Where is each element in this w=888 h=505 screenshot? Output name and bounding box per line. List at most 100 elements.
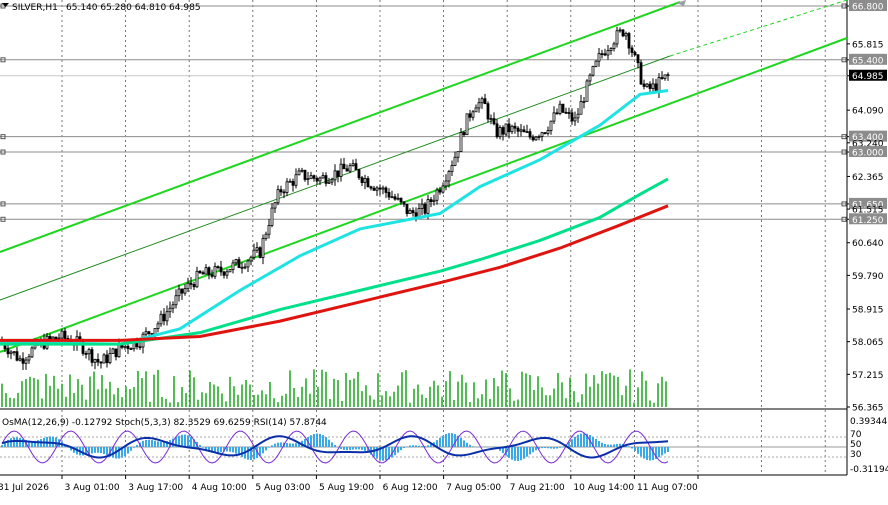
price-axis: 66.800 65.815 65.400 64.985 64.090 63.40063.2… [847, 0, 887, 414]
candle-body [528, 131, 532, 138]
candle-body [483, 98, 487, 105]
price-tick-label: 59.790 [852, 272, 884, 282]
level-handle[interactable] [0, 149, 6, 155]
candle-body [165, 311, 169, 322]
candle-body [603, 53, 607, 56]
level-handle[interactable] [841, 57, 847, 63]
candle-body [312, 175, 316, 179]
channel-upper[interactable] [0, 1, 681, 253]
candle-body [363, 178, 367, 183]
candle-body [585, 80, 589, 102]
candle-body [444, 180, 448, 187]
candle-body [657, 77, 661, 92]
candle-body [570, 112, 574, 122]
candle-body [624, 33, 628, 37]
level-handle[interactable] [841, 134, 847, 140]
price-tag [849, 0, 887, 11]
level-handle[interactable] [841, 216, 847, 222]
candle-body [174, 295, 178, 306]
indicator-header: OsMA(12,26,9) -0.12792 Stoch(5,3,3) 82.3… [2, 418, 327, 428]
candle-body [276, 189, 280, 204]
candle-body [96, 358, 100, 363]
candle-body [228, 269, 232, 273]
candle-body [651, 83, 655, 89]
candle-body [261, 238, 265, 258]
level-handle[interactable] [0, 216, 6, 222]
candle-body [210, 274, 214, 277]
candle-body [291, 180, 295, 186]
price-tick-label: 58.915 [852, 306, 884, 316]
candle-body [102, 354, 106, 364]
moving-averages [0, 89, 669, 346]
candle-body [399, 197, 403, 203]
candle-body [558, 103, 562, 114]
candle-body [372, 187, 376, 191]
candle-body [609, 48, 613, 52]
price-tick-label: 61.515 [852, 206, 884, 216]
candle-body [462, 132, 466, 136]
candle-body [381, 187, 385, 190]
moving-average-line[interactable] [0, 204, 669, 342]
candle-body [630, 47, 634, 53]
candle-body [645, 83, 649, 87]
candle-body [330, 179, 334, 183]
candle-body [405, 203, 409, 214]
candle-body [93, 358, 97, 363]
candle-body [162, 313, 166, 322]
level-handle[interactable] [841, 3, 847, 9]
candle-body [297, 170, 301, 176]
time-label: 31 Jul 2026 [0, 483, 49, 493]
candle-body [105, 354, 109, 364]
price-tag-label: 63.000 [852, 149, 884, 159]
candle-body [258, 247, 262, 258]
candle-body [318, 177, 322, 182]
candle-body [177, 288, 181, 297]
candle-body [468, 113, 472, 118]
candle-body [663, 74, 667, 79]
candle-body [48, 335, 52, 340]
candle-body [387, 192, 391, 198]
dropdown-arrow-icon[interactable] [2, 3, 9, 7]
candle-body [231, 262, 235, 270]
candle-body [264, 233, 268, 239]
rsi-line [1, 435, 669, 459]
vertical-grid [61, 0, 826, 475]
candle-body [618, 29, 622, 32]
level-handle[interactable] [841, 149, 847, 155]
candle-body [639, 62, 643, 85]
level-handle[interactable] [0, 201, 6, 207]
candle-body [9, 351, 13, 355]
candle-body [129, 348, 133, 350]
indicator-series [0, 430, 847, 464]
candle-body [453, 156, 457, 166]
indicator-plot-area[interactable] [0, 410, 847, 475]
candle-body [279, 189, 283, 193]
channel-arrow-icon [676, 0, 686, 6]
ind-axis-70: 70 [850, 430, 862, 440]
candle-body [474, 107, 478, 113]
moving-average-line[interactable] [0, 89, 669, 346]
time-label: 3 Aug 17:00 [128, 483, 183, 493]
candle-body [654, 83, 658, 92]
candle-body [63, 330, 67, 339]
candle-body [408, 210, 412, 214]
channel-lower[interactable] [0, 37, 848, 353]
candle-body [114, 348, 118, 358]
candle-body [375, 187, 379, 191]
level-handle[interactable] [0, 134, 6, 140]
candle-body [234, 259, 238, 264]
candle-body [507, 123, 511, 133]
level-handle[interactable] [0, 57, 6, 63]
candle-body [111, 348, 115, 354]
candle-body [501, 127, 505, 135]
candle-body [354, 163, 358, 170]
candle-body [180, 288, 184, 294]
candle-body [597, 53, 601, 62]
candle-body [21, 358, 25, 364]
candle-body [504, 123, 508, 135]
candle-body [411, 210, 415, 214]
candle-body [171, 304, 175, 309]
candle-body [561, 103, 565, 113]
level-handle[interactable] [841, 201, 847, 207]
